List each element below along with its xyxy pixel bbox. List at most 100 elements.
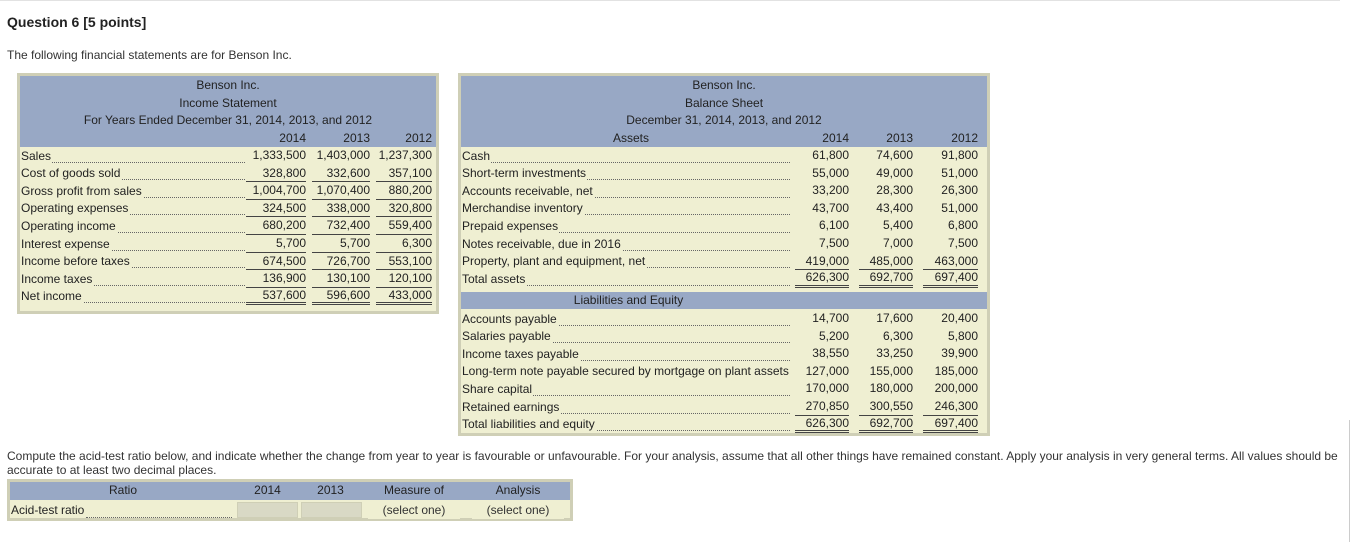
bs-liabilities-header: Liabilities and Equity bbox=[461, 292, 987, 309]
is-label: Sales bbox=[21, 148, 53, 163]
bs-liability-value-2013: 17,600 bbox=[876, 311, 913, 325]
bs-liability-value-2012: 20,400 bbox=[941, 311, 978, 325]
bs-liability-value-2012: 200,000 bbox=[934, 381, 978, 396]
bs-asset-value-2012: 91,800 bbox=[941, 148, 978, 162]
is-value-2013: 732,400 bbox=[312, 217, 370, 235]
bs-liability-row: Retained earnings 270,850 300,550 246,300 bbox=[461, 398, 987, 416]
bs-liability-value-2013: 180,000 bbox=[869, 381, 913, 396]
dotted-leader bbox=[21, 302, 245, 304]
question-intro: The following financial statements are f… bbox=[7, 48, 292, 62]
right-divider bbox=[1349, 420, 1350, 542]
bs-asset-label: Notes receivable, due in 2016 bbox=[462, 236, 622, 251]
bs-liability-label: Income taxes payable bbox=[462, 346, 580, 361]
is-label: Net income bbox=[21, 289, 83, 304]
is-title: Income Statement bbox=[179, 96, 277, 110]
is-value-2014: 674,500 bbox=[246, 253, 306, 271]
bs-year-2014: 2014 bbox=[822, 131, 849, 145]
bs-company: Benson Inc. bbox=[692, 78, 756, 92]
bs-liability-row: Long-term note payable secured by mortga… bbox=[461, 363, 987, 381]
is-value-2012: 559,400 bbox=[376, 217, 432, 235]
bs-liability-value-2013: 155,000 bbox=[869, 363, 913, 378]
is-value-2014: 328,800 bbox=[246, 165, 306, 183]
dotted-leader bbox=[21, 231, 245, 233]
bs-asset-value-2013: 5,400 bbox=[882, 218, 913, 233]
bs-year-2012: 2012 bbox=[951, 131, 978, 145]
is-value-2013: 332,600 bbox=[312, 165, 370, 183]
is-row: Income before taxes 674,500 726,700 553,100 bbox=[20, 253, 436, 271]
analysis-header: Analysis bbox=[495, 483, 541, 497]
bs-asset-value-2013: 692,700 bbox=[859, 270, 913, 288]
dotted-leader bbox=[462, 249, 790, 251]
bs-liability-row: Share capital 170,000 180,000 200,000 bbox=[461, 380, 987, 398]
is-row: Gross profit from sales 1,004,700 1,070,40… bbox=[20, 182, 436, 200]
is-value-2014: 680,200 bbox=[246, 217, 306, 235]
acid-test-2014-input[interactable] bbox=[237, 502, 298, 518]
bs-asset-row: Merchandise inventory 43,700 43,400 51,000 bbox=[461, 200, 987, 218]
bs-asset-value-2014: 33,200 bbox=[812, 183, 849, 198]
bs-liability-value-2013: 33,250 bbox=[876, 346, 913, 361]
bs-asset-label: Short-term investments bbox=[462, 166, 588, 181]
dotted-leader bbox=[462, 231, 790, 233]
dotted-leader bbox=[21, 267, 245, 269]
bs-asset-row: Notes receivable, due in 2016 7,500 7,000 7… bbox=[461, 235, 987, 253]
bs-asset-label: Total assets bbox=[462, 271, 527, 286]
bs-asset-row: Property, plant and equipment, net 419,00… bbox=[461, 253, 987, 271]
ratio-table-header: Ratio 2014 2013 Measure of Analysis bbox=[10, 482, 570, 500]
bs-liability-value-2014: 38,550 bbox=[812, 346, 849, 361]
is-year-2014: 2014 bbox=[279, 131, 306, 145]
is-label: Operating expenses bbox=[21, 201, 130, 216]
is-value-2014: 324,500 bbox=[246, 200, 306, 218]
dotted-leader bbox=[462, 161, 790, 163]
dotted-leader bbox=[462, 342, 790, 344]
bs-liability-label: Retained earnings bbox=[462, 399, 561, 414]
bs-asset-label: Property, plant and equipment, net bbox=[462, 254, 647, 269]
bs-liability-row: Salaries payable 5,200 6,300 5,800 bbox=[461, 328, 987, 346]
measure-select[interactable]: (select one) bbox=[368, 502, 460, 519]
is-value-2013: 1,070,400 bbox=[312, 182, 370, 200]
bs-liability-label: Total liabilities and equity bbox=[462, 417, 596, 432]
bs-period: December 31, 2014, 2013, and 2012 bbox=[626, 113, 822, 127]
year-2013-header: 2013 bbox=[317, 483, 344, 497]
question-title: Question 6 [5 points] bbox=[7, 14, 147, 30]
bs-asset-value-2012: 26,300 bbox=[941, 183, 978, 198]
bs-liability-label: Long-term note payable secured by mortga… bbox=[462, 364, 790, 379]
bs-liability-value-2013: 300,550 bbox=[859, 398, 913, 416]
bs-asset-value-2013: 28,300 bbox=[876, 183, 913, 198]
bs-asset-value-2013: 74,600 bbox=[876, 148, 913, 162]
measure-header: Measure of bbox=[383, 483, 445, 497]
is-value-2013: 5,700 bbox=[312, 235, 370, 253]
dotted-leader bbox=[21, 214, 245, 216]
is-value-2012: 433,000 bbox=[376, 288, 432, 306]
bs-asset-value-2014: 55,000 bbox=[812, 165, 849, 180]
is-year-2013: 2013 bbox=[343, 131, 370, 145]
bs-asset-row: Prepaid expenses 6,100 5,400 6,800 bbox=[461, 217, 987, 235]
bs-liability-row: Total liabilities and equity 626,300 692,7… bbox=[461, 416, 987, 434]
is-year-2012: 2012 bbox=[405, 131, 432, 145]
dotted-leader bbox=[462, 214, 790, 216]
dotted-leader bbox=[462, 284, 790, 286]
bs-asset-value-2014: 626,300 bbox=[795, 270, 849, 288]
bs-asset-value-2014: 7,500 bbox=[818, 236, 849, 250]
dotted-leader bbox=[462, 412, 790, 414]
is-label: Cost of goods sold bbox=[21, 166, 122, 181]
analysis-select[interactable]: (select one) bbox=[472, 502, 564, 519]
is-row: Income taxes 136,900 130,100 120,100 bbox=[20, 270, 436, 288]
acid-test-2013-input[interactable] bbox=[301, 502, 362, 518]
bs-asset-label: Prepaid expenses bbox=[462, 218, 560, 233]
bs-liability-value-2012: 246,300 bbox=[923, 398, 978, 416]
instructions-text: Compute the acid-test ratio below, and i… bbox=[7, 449, 1338, 477]
bs-asset-value-2013: 49,000 bbox=[876, 165, 913, 180]
bs-liability-value-2012: 185,000 bbox=[934, 363, 978, 378]
is-label: Interest expense bbox=[21, 236, 111, 251]
dotted-leader bbox=[21, 161, 245, 163]
bs-asset-row: Short-term investments 55,000 49,000 51,000 bbox=[461, 165, 987, 183]
dotted-leader bbox=[462, 179, 790, 181]
is-value-2012: 120,100 bbox=[376, 270, 432, 288]
ratio-dotted-leader bbox=[86, 517, 232, 518]
bs-liability-value-2014: 170,000 bbox=[805, 381, 849, 396]
bs-asset-label: Accounts receivable, net bbox=[462, 183, 594, 198]
bs-asset-row: Accounts receivable, net 33,200 28,300 26,3… bbox=[461, 182, 987, 200]
bs-asset-value-2012: 463,000 bbox=[923, 253, 978, 271]
is-row: Interest expense 5,700 5,700 6,300 bbox=[20, 235, 436, 253]
dotted-leader bbox=[21, 179, 245, 181]
